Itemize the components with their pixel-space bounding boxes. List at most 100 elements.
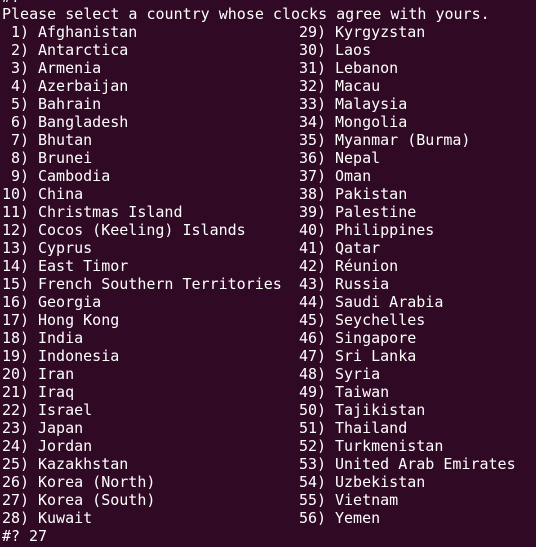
item-number: 17) [2,311,30,329]
item-number: 23) [2,419,30,437]
item-name: Cyprus [38,239,93,257]
item-name: Philippines [335,221,435,239]
item-name: Kuwait [38,509,93,527]
item-name: Turkmenistan [335,437,444,455]
item-number: 19) [2,347,30,365]
item-name: Taiwan [335,383,390,401]
item-number: 16) [2,293,30,311]
item-name: Saudi Arabia [335,293,444,311]
item-name: Vietnam [335,491,399,509]
item-name: Lebanon [335,59,399,77]
item-number: 8) [10,149,29,167]
item-number: 42) [299,257,327,275]
item-name: Armenia [38,59,102,77]
item-name: Iraq [38,383,75,401]
item-number: 4) [10,77,29,95]
item-name: Seychelles [335,311,426,329]
item-name: Jordan [38,437,93,455]
item-number: 38) [299,185,327,203]
item-number: 47) [299,347,327,365]
item-number: 6) [10,113,29,131]
item-name: Kyrgyzstan [335,23,426,41]
item-name: Réunion [335,257,399,275]
prompt: #? [2,527,21,545]
item-number: 20) [2,365,30,383]
item-name: Pakistan [335,185,408,203]
item-number: 15) [2,275,30,293]
item-number: 11) [2,203,30,221]
item-number: 32) [299,77,327,95]
item-number: 35) [299,131,327,149]
item-number: 22) [2,401,30,419]
item-name: Korea (South) [38,491,156,509]
item-name: Bahrain [38,95,102,113]
item-name: Sri Lanka [335,347,417,365]
item-name: Brunei [38,149,93,167]
item-name: Laos [335,41,372,59]
item-name: Cambodia [38,167,111,185]
item-number: 28) [2,509,30,527]
item-name: Cocos (Keeling) Islands [38,221,246,239]
item-name: Palestine [335,203,417,221]
previous-prompt: #? [2,0,20,6]
item-number: 34) [299,113,327,131]
item-number: 9) [10,167,29,185]
item-name: Uzbekistan [335,473,426,491]
item-name: Oman [335,167,372,185]
item-name: Hong Kong [38,311,120,329]
item-number: 48) [299,365,327,383]
item-number: 56) [299,509,327,527]
message: Please select a country whose clocks agr… [2,5,490,23]
item-number: 14) [2,257,30,275]
item-name: Kazakhstan [38,455,129,473]
item-name: Iran [38,365,75,383]
item-number: 2) [10,41,29,59]
item-name: Thailand [335,419,408,437]
item-name: French Southern Territories [38,275,282,293]
item-number: 26) [2,473,30,491]
item-number: 49) [299,383,327,401]
item-name: Azerbaijan [38,77,129,95]
item-number: 18) [2,329,30,347]
item-number: 12) [2,221,30,239]
item-number: 5) [10,95,29,113]
item-number: 39) [299,203,327,221]
item-number: 24) [2,437,30,455]
item-name: Yemen [335,509,381,527]
item-number: 37) [299,167,327,185]
item-name: Korea (North) [38,473,156,491]
item-name: United Arab Emirates [335,455,516,473]
item-number: 55) [299,491,327,509]
item-number: 10) [2,185,30,203]
item-number: 30) [299,41,327,59]
item-number: 25) [2,455,30,473]
item-name: Syria [335,365,381,383]
item-name: Qatar [335,239,381,257]
item-number: 51) [299,419,327,437]
item-name: Myanmar (Burma) [335,131,471,149]
item-name: Bangladesh [38,113,129,131]
item-number: 1) [10,23,29,41]
item-number: 29) [299,23,327,41]
item-number: 54) [299,473,327,491]
item-name: Georgia [38,293,102,311]
item-number: 44) [299,293,327,311]
item-number: 50) [299,401,327,419]
item-name: Antarctica [38,41,129,59]
item-number: 13) [2,239,30,257]
item-number: 7) [10,131,29,149]
item-name: Bhutan [38,131,93,149]
item-number: 46) [299,329,327,347]
item-number: 21) [2,383,30,401]
item-name: Nepal [335,149,381,167]
item-name: Indonesia [38,347,120,365]
item-name: Mongolia [335,113,408,131]
item-name: Malaysia [335,95,408,113]
item-name: Israel [38,401,93,419]
item-number: 43) [299,275,327,293]
item-number: 40) [299,221,327,239]
item-name: Afghanistan [38,23,138,41]
item-name: East Timor [38,257,129,275]
item-number: 33) [299,95,327,113]
